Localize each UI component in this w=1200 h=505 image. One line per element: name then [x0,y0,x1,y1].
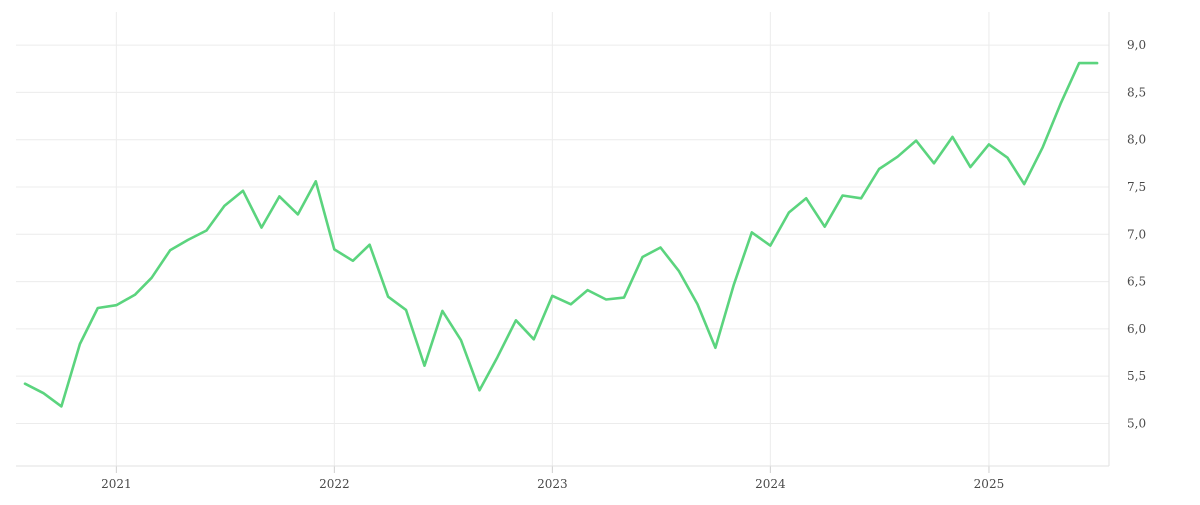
data-point [676,268,682,274]
data-point [22,381,28,387]
x-tick-label: 2025 [974,477,1005,491]
y-tick-label: 6,0 [1127,322,1146,336]
x-tick-label: 2022 [319,477,350,491]
y-tick-label: 8,5 [1127,85,1146,99]
data-point [439,308,445,314]
data-point [1076,60,1082,66]
data-point [40,390,46,396]
data-point [167,247,173,253]
data-point [1004,155,1010,161]
x-tick-label: 2024 [755,477,786,491]
y-tick-label: 5,5 [1127,369,1146,383]
data-point [731,281,737,287]
data-point [712,345,718,351]
data-point [313,178,319,184]
y-tick-label: 8,0 [1127,133,1146,147]
data-point [694,301,700,307]
data-point [549,293,555,299]
data-point [749,229,755,235]
y-tick-label: 6,5 [1127,275,1146,289]
data-point [967,164,973,170]
data-point [58,403,64,409]
data-point [77,341,83,347]
y-tick-label: 7,5 [1127,180,1146,194]
data-point [986,141,992,147]
data-point [786,210,792,216]
data-point [132,292,138,298]
data-point [1040,144,1046,150]
data-point [458,337,464,343]
data-point [585,287,591,293]
label-layer: 5,0 5,5 6,0 6,5 7,0 7,5 8,0 8,5 9,0 2021 2022 2023 2… [101,38,1146,491]
data-point [657,245,663,251]
data-point [1021,181,1027,187]
data-point [858,195,864,201]
x-tick-label: 2023 [537,477,568,491]
data-point [803,195,809,201]
data-point [931,160,937,166]
data-point [113,302,119,308]
series-layer [22,60,1100,409]
data-point [913,138,919,144]
data-point [494,354,500,360]
y-tick-label: 5,0 [1127,416,1146,430]
data-point [531,336,537,342]
y-tick-label: 9,0 [1127,38,1146,52]
data-point [568,301,574,307]
data-point [204,227,210,233]
data-point [185,237,191,243]
y-tick-label: 7,0 [1127,227,1146,241]
data-point [1094,60,1100,66]
data-point [1058,101,1064,107]
data-point [295,211,301,217]
data-point [276,193,282,199]
data-point [640,254,646,260]
data-point [258,225,264,231]
data-point [403,307,409,313]
data-point [350,258,356,264]
grid-layer [16,12,1109,466]
data-point [221,203,227,209]
data-point [603,297,609,303]
series-line [23,61,1099,408]
data-point [367,242,373,248]
data-point [895,154,901,160]
data-point [422,363,428,369]
data-point [621,295,627,301]
data-point [149,275,155,281]
data-point [840,192,846,198]
data-point [513,317,519,323]
data-point [385,294,391,300]
data-point [876,166,882,172]
data-point [240,188,246,194]
axis-layer [16,12,1110,473]
x-tick-label: 2021 [101,477,132,491]
data-point [950,134,956,140]
data-point [95,305,101,311]
data-point [331,246,337,252]
data-point [767,243,773,249]
data-point [822,224,828,230]
data-point [476,387,482,393]
